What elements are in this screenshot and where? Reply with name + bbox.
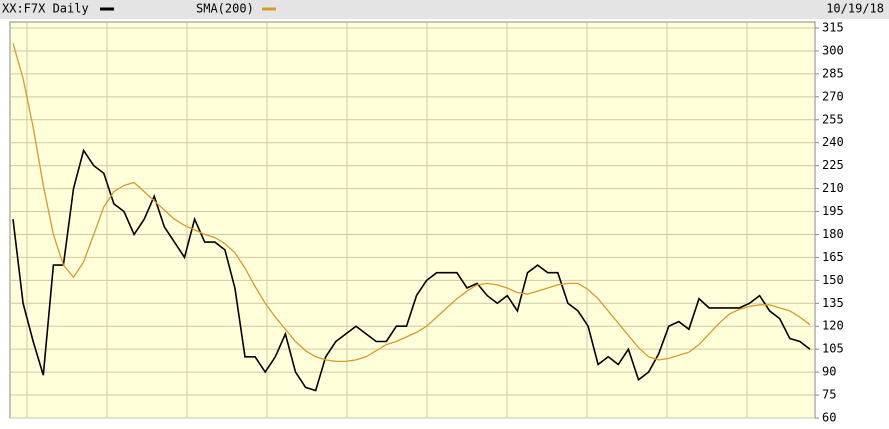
- plot-area: [9, 21, 816, 419]
- y-tick-label: 150: [822, 273, 844, 287]
- y-tick-label: 75: [822, 388, 836, 402]
- y-tick-label: 210: [822, 181, 844, 195]
- y-tick-label: 270: [822, 89, 844, 103]
- y-tick-label: 90: [822, 365, 836, 379]
- y-tick-label: 285: [822, 66, 844, 80]
- y-tick-label: 255: [822, 112, 844, 126]
- legend-label: XX:F7X Daily: [2, 2, 89, 16]
- y-tick-label: 165: [822, 250, 844, 264]
- y-tick-label: 60: [822, 411, 836, 425]
- y-tick-label: 240: [822, 135, 844, 149]
- y-tick-label: 315: [822, 21, 844, 35]
- y-tick-label: 300: [822, 43, 844, 57]
- y-tick-label: 105: [822, 342, 844, 356]
- y-tick-label: 180: [822, 227, 844, 241]
- vertical-grid: [26, 22, 748, 418]
- header-bar: [0, 0, 889, 19]
- y-tick-label: 120: [822, 319, 844, 333]
- y-tick-label: 135: [822, 296, 844, 310]
- series-line: [12, 43, 811, 363]
- legend-label: SMA(200): [196, 2, 254, 16]
- date-label: 10/19/18: [826, 2, 884, 16]
- series-line: [12, 148, 811, 392]
- y-tick-label: 195: [822, 204, 844, 218]
- y-tick-label: 225: [822, 158, 844, 172]
